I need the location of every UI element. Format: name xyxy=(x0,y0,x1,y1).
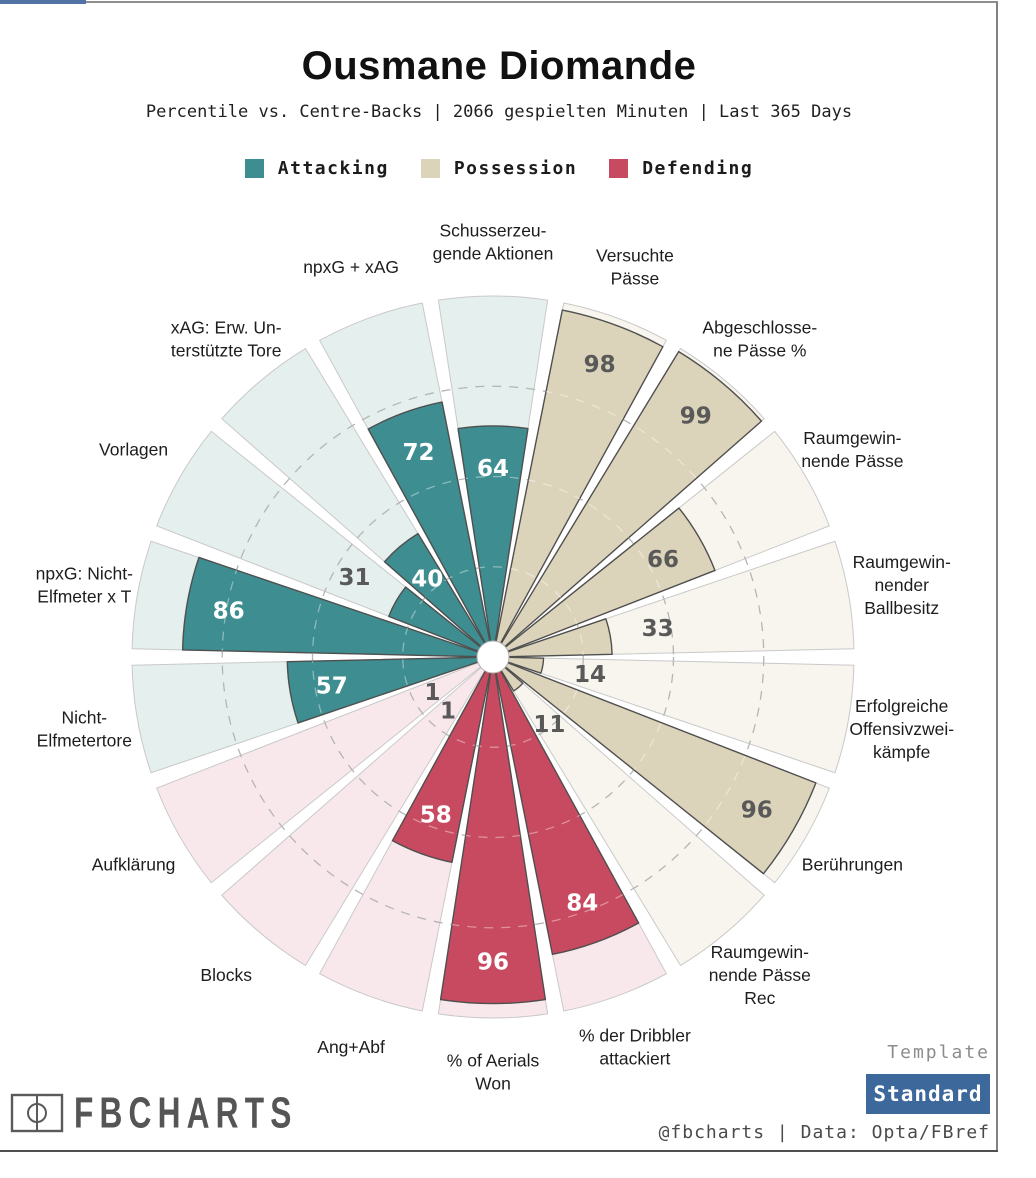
axis-label-16: xAG: Erw. Un-terstützte Tore xyxy=(171,318,282,361)
value-label-9: 96 xyxy=(477,950,509,976)
axis-label-15: Vorlagen xyxy=(99,440,168,460)
legend: Attacking Possession Defending xyxy=(0,158,998,179)
value-label-4: 33 xyxy=(642,616,674,642)
legend-label: Defending xyxy=(642,158,754,179)
template-button-label: Standard xyxy=(873,1082,983,1106)
value-label-8: 84 xyxy=(566,891,598,917)
value-slice-15 xyxy=(388,586,494,658)
window-top-border xyxy=(86,1,998,3)
card-right-border xyxy=(996,2,998,1152)
value-label-17: 72 xyxy=(402,440,434,466)
value-label-3: 66 xyxy=(647,547,679,573)
value-label-7: 11 xyxy=(533,712,565,738)
value-label-5: 14 xyxy=(574,662,606,688)
axis-label-4: Raumgewin-nender Ballbesitz xyxy=(853,552,951,618)
value-slice-13 xyxy=(286,656,494,724)
value-slice-4 xyxy=(492,618,613,658)
value-label-1: 98 xyxy=(584,352,616,378)
axis-label-8: % der Dribbler attackiert xyxy=(579,1026,691,1069)
value-slice-3 xyxy=(492,507,716,658)
template-label: Template xyxy=(887,1042,990,1063)
value-slice-17 xyxy=(367,401,494,658)
axis-label-7: Raumgewin-nende Pässe Rec xyxy=(709,942,811,1008)
value-label-6: 96 xyxy=(741,797,773,823)
legend-item-attacking: Attacking xyxy=(244,158,389,179)
legend-item-possession: Possession xyxy=(420,158,578,179)
brand-name: FBCHARTS xyxy=(74,1087,298,1138)
value-slice-10 xyxy=(391,656,494,864)
axis-label-17: npxG + xAG xyxy=(303,257,399,277)
value-slice-14 xyxy=(181,556,494,658)
legend-label: Attacking xyxy=(277,158,389,179)
legend-label: Possession xyxy=(453,158,578,179)
legend-item-defending: Defending xyxy=(609,158,753,179)
axis-label-6: Berührungen xyxy=(802,855,903,875)
axis-label-12: Aufklärung xyxy=(92,855,176,875)
window-loading-bar xyxy=(0,0,86,4)
value-label-16: 40 xyxy=(411,567,443,593)
credit-line: @fbcharts | Data: Opta/FBref xyxy=(658,1122,990,1143)
center-hub xyxy=(476,640,510,674)
value-slice-6 xyxy=(492,656,817,875)
axis-label-2: Abgeschlosse-ne Pässe % xyxy=(702,318,817,361)
axis-label-3: Raumgewin-nende Pässe xyxy=(801,428,903,471)
axis-label-5: Erfolgreiche Offensivzwei-kämpfe xyxy=(849,696,954,762)
value-slice-9 xyxy=(439,656,547,1005)
possession-swatch-icon xyxy=(420,159,440,178)
value-label-11: 1 xyxy=(440,699,456,725)
attacking-swatch-icon xyxy=(244,159,264,178)
axis-label-10: Ang+Abf xyxy=(317,1037,385,1057)
axis-label-1: Versuchte Pässe xyxy=(596,246,674,289)
value-slice-16 xyxy=(383,532,494,658)
fbcharts-logo: FBCHARTS xyxy=(10,1087,328,1137)
value-label-10: 58 xyxy=(420,802,452,828)
value-slice-2 xyxy=(492,350,763,658)
axis-label-9: % of Aerials Won xyxy=(447,1051,540,1094)
axis-label-11: Blocks xyxy=(200,965,252,985)
value-label-15: 31 xyxy=(338,565,370,591)
axis-label-13: Nicht-Elfmetertore xyxy=(37,708,132,751)
value-slice-0 xyxy=(457,425,529,658)
football-pitch-icon xyxy=(10,1093,64,1133)
axis-label-0: Schusserzeu-gende Aktionen xyxy=(433,221,554,264)
value-label-2: 99 xyxy=(680,403,712,429)
defending-swatch-icon xyxy=(609,159,629,178)
bg-slice-5 xyxy=(492,656,855,774)
value-label-14: 86 xyxy=(213,598,245,624)
page-title: Ousmane Diomande xyxy=(301,44,697,88)
value-wedges xyxy=(181,309,817,1005)
card-bottom-border xyxy=(0,1150,998,1152)
value-slice-1 xyxy=(492,309,664,658)
value-label-0: 64 xyxy=(477,456,509,482)
template-standard-button[interactable]: Standard xyxy=(866,1074,990,1114)
chart-texts: 64 Schusserzeu-gende Aktionen 98 Versuchte P… xyxy=(36,221,955,1094)
value-label-13: 57 xyxy=(316,673,348,699)
value-label-12: 1 xyxy=(424,680,440,706)
value-slice-8 xyxy=(492,656,640,956)
chart-subtitle: Percentile vs. Centre-Backs | 2066 gespi… xyxy=(145,102,853,122)
bg-slice-12 xyxy=(156,656,494,884)
bg-slice-11 xyxy=(221,656,494,967)
axis-label-14: npxG: Nicht-Elfmeter x T xyxy=(36,563,133,606)
bg-slice-7 xyxy=(492,656,765,967)
